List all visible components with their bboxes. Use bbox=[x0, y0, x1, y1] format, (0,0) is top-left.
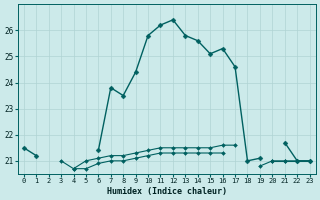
X-axis label: Humidex (Indice chaleur): Humidex (Indice chaleur) bbox=[107, 187, 227, 196]
